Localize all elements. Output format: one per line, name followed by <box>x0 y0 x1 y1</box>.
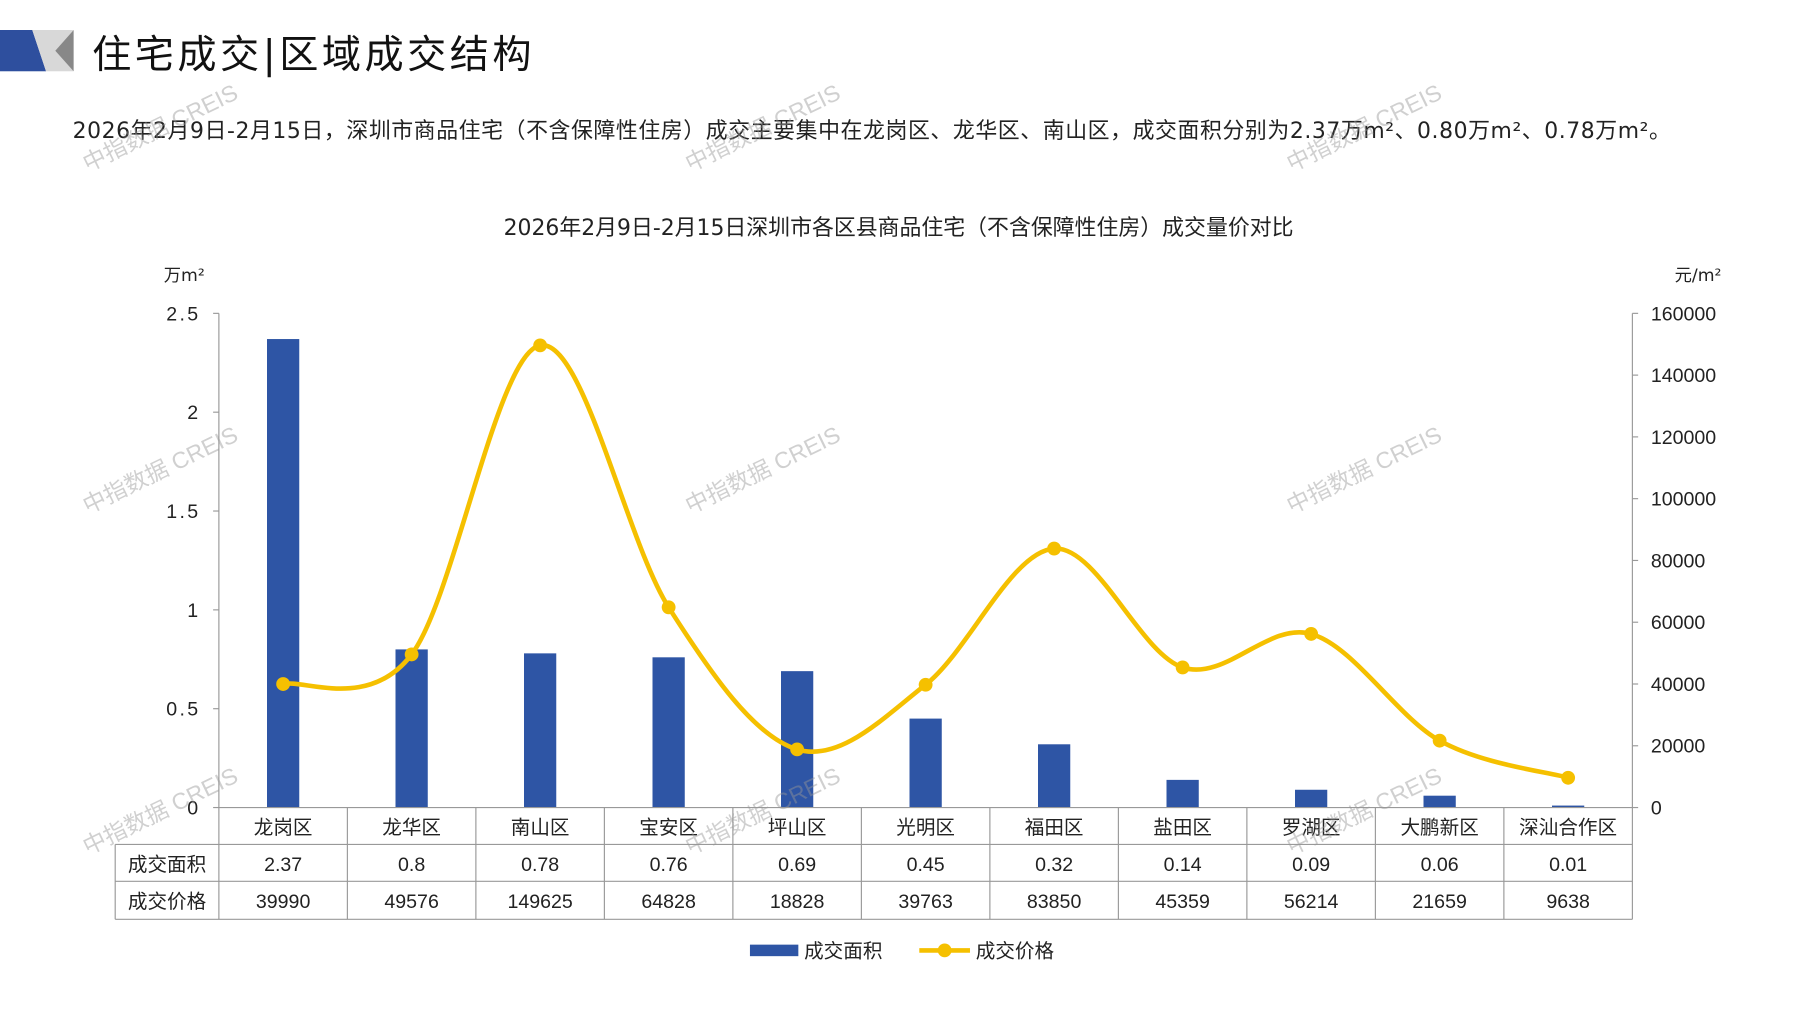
right-tick-label: 100000 <box>1651 489 1716 511</box>
table-cell: 0.69 <box>778 854 816 876</box>
left-tick-label: 0.5 <box>166 699 200 721</box>
left-tick-label: 0 <box>187 797 200 819</box>
table-cell: 49576 <box>384 891 439 913</box>
left-tick-label: 1.5 <box>166 501 200 523</box>
table-cell: 0.32 <box>1035 854 1073 876</box>
bar-大鹏新区 <box>1423 795 1456 808</box>
bar-罗湖区 <box>1295 789 1328 808</box>
category-label: 深汕合作区 <box>1519 816 1617 839</box>
price-point-宝安区 <box>661 600 676 615</box>
table-cell: 0.14 <box>1164 854 1202 876</box>
legend-bar-swatch <box>749 944 799 957</box>
table-cell: 0.09 <box>1292 854 1330 876</box>
price-point-罗湖区 <box>1304 627 1319 641</box>
price-point-坪山区 <box>790 742 805 757</box>
bar-光明区 <box>909 718 942 808</box>
table-cell: 0.78 <box>521 854 559 876</box>
price-point-龙岗区 <box>276 677 291 691</box>
table-row-label: 成交价格 <box>128 890 207 913</box>
right-tick-label: 160000 <box>1651 303 1716 325</box>
table-cell: 45359 <box>1155 891 1209 913</box>
table-cell: 0.8 <box>398 854 425 876</box>
category-label: 罗湖区 <box>1282 816 1341 839</box>
left-tick-label: 1 <box>187 600 200 622</box>
category-label: 宝安区 <box>639 816 698 839</box>
table-cell: 9638 <box>1546 891 1590 913</box>
left-axis-unit: 万m² <box>164 266 205 286</box>
table-cell: 64828 <box>641 891 696 913</box>
right-tick-label: 60000 <box>1651 612 1706 634</box>
right-tick-label: 40000 <box>1651 674 1706 696</box>
table-cell: 39763 <box>898 891 953 913</box>
right-tick-label: 140000 <box>1651 365 1716 387</box>
page-title: 住宅成交|区域成交结构 <box>92 32 536 79</box>
category-label: 福田区 <box>1025 816 1084 839</box>
category-label: 大鹏新区 <box>1400 816 1478 839</box>
description: 2026年2月9日-2月15日，深圳市商品住宅（不含保障性住房）成交主要集中在龙… <box>72 118 1672 144</box>
bar-宝安区 <box>652 657 685 808</box>
category-label: 龙岗区 <box>254 816 313 839</box>
legend-line-marker <box>937 943 952 958</box>
right-tick-label: 120000 <box>1651 427 1716 449</box>
category-label: 南山区 <box>511 816 570 839</box>
price-point-南山区 <box>533 338 548 353</box>
price-point-盐田区 <box>1175 660 1190 675</box>
bar-深汕合作区 <box>1552 805 1585 808</box>
logo-icon <box>0 29 74 72</box>
category-label: 光明区 <box>896 816 955 839</box>
table-cell: 0.76 <box>650 854 688 876</box>
right-tick-label: 0 <box>1651 797 1662 819</box>
bar-盐田区 <box>1166 779 1199 808</box>
bar-南山区 <box>524 653 557 808</box>
legend-bar-label: 成交面积 <box>804 939 882 962</box>
bar-龙华区 <box>395 649 428 808</box>
price-line <box>282 343 1569 780</box>
table-cell: 0.01 <box>1549 854 1587 876</box>
table-cell: 83850 <box>1027 891 1082 913</box>
price-point-龙华区 <box>404 647 419 662</box>
price-point-大鹏新区 <box>1432 733 1447 748</box>
table-cell: 2.37 <box>264 854 302 876</box>
category-label: 盐田区 <box>1153 816 1212 839</box>
left-tick-label: 2 <box>187 402 200 424</box>
category-label: 坪山区 <box>768 816 827 839</box>
category-label: 龙华区 <box>382 816 441 839</box>
table-cell: 149625 <box>507 891 572 913</box>
table-row-label: 成交面积 <box>128 853 206 876</box>
bar-福田区 <box>1038 744 1071 808</box>
right-tick-label: 20000 <box>1651 736 1706 758</box>
chart-title: 2026年2月9日-2月15日深圳市各区县商品住宅（不含保障性住房）成交量价对比 <box>503 215 1294 241</box>
table-cell: 39990 <box>256 891 311 913</box>
table-cell: 0.45 <box>907 854 945 876</box>
price-point-光明区 <box>918 677 933 692</box>
left-tick-label: 2.5 <box>166 303 200 325</box>
legend-line-label: 成交价格 <box>976 939 1055 962</box>
right-axis-unit: 元/m² <box>1675 266 1722 286</box>
right-tick-label: 80000 <box>1651 550 1706 572</box>
bar-坪山区 <box>781 671 814 808</box>
bar-龙岗区 <box>267 339 300 808</box>
table-cell: 21659 <box>1412 891 1466 913</box>
table-cell: 0.06 <box>1421 854 1459 876</box>
table-cell: 18828 <box>770 891 825 913</box>
price-point-深汕合作区 <box>1561 770 1576 785</box>
price-point-福田区 <box>1047 541 1062 556</box>
table-cell: 56214 <box>1284 891 1339 913</box>
